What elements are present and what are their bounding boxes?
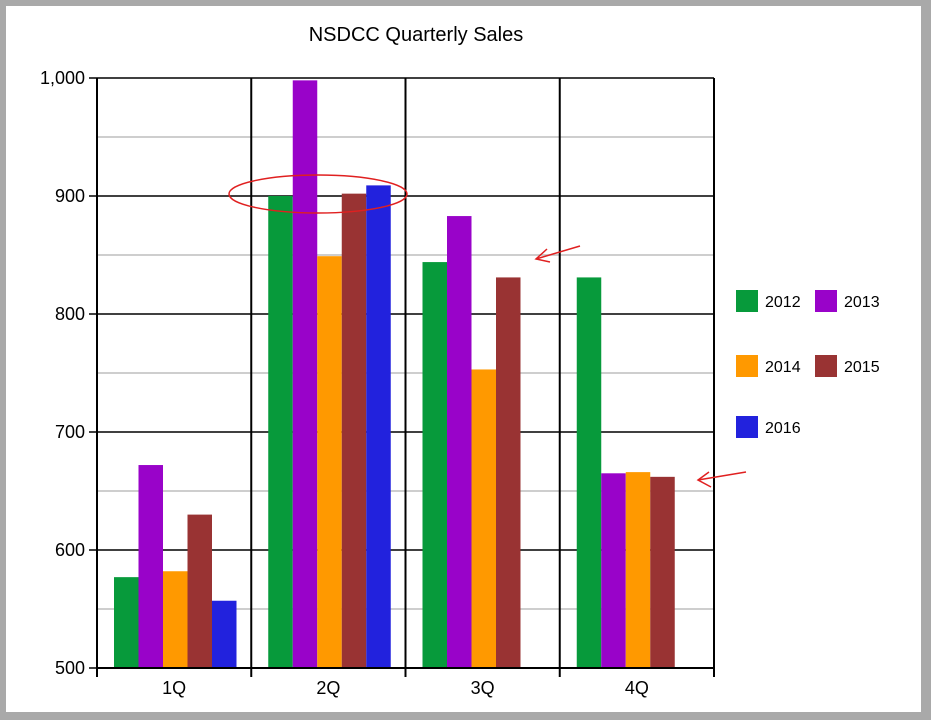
chart-frame: NSDCC Quarterly Sales 1,000 900 800 700 600 5… [6, 6, 921, 712]
legend-swatch-2012 [736, 290, 758, 312]
x-tick-label: 3Q [471, 678, 495, 698]
legend-label-2015: 2015 [844, 359, 880, 376]
legend-label-2013: 2013 [844, 294, 880, 311]
bars [114, 80, 675, 669]
legend-label-2016: 2016 [765, 420, 801, 437]
bar-2014-2Q [317, 256, 342, 668]
bar-2014-4Q [625, 472, 651, 668]
y-tick-label: 1,000 [40, 68, 85, 88]
bar-2014-3Q [471, 369, 496, 668]
x-tick-label: 4Q [625, 678, 649, 698]
bar-2013-4Q [601, 473, 626, 668]
bar-2012-3Q [422, 262, 447, 668]
chart-title: NSDCC Quarterly Sales [309, 24, 524, 46]
y-tick-label: 800 [55, 304, 85, 324]
annotations [228, 174, 747, 488]
legend: 2012 2013 2014 2015 2016 [736, 290, 880, 438]
x-tick-label: 2Q [316, 678, 340, 698]
bar-2012-1Q [114, 577, 139, 668]
legend-swatch-2013 [815, 290, 837, 312]
bar-2016-1Q [212, 600, 237, 668]
arrow-3q [535, 245, 581, 260]
bar-2012-4Q [576, 277, 602, 668]
legend-label-2012: 2012 [765, 294, 801, 311]
arrow-3q-head [534, 248, 551, 263]
bar-2015-4Q [650, 476, 675, 668]
legend-swatch-2016 [736, 416, 758, 438]
bar-2013-2Q [292, 80, 318, 669]
y-tick-label: 900 [55, 186, 85, 206]
y-tick-label: 700 [55, 422, 85, 442]
bar-2013-1Q [138, 465, 163, 668]
arrow-4q [697, 471, 747, 481]
axes [96, 78, 715, 677]
bar-2015-3Q [496, 277, 521, 668]
bar-2012-2Q [268, 196, 293, 668]
x-tick-label: 1Q [162, 678, 186, 698]
legend-label-2014: 2014 [765, 359, 801, 376]
x-axis-ticks: 1Q 2Q 3Q 4Q [162, 678, 649, 698]
bar-2014-1Q [163, 571, 188, 668]
bar-2013-3Q [447, 216, 472, 668]
legend-swatch-2014 [736, 355, 758, 377]
bar-2016-2Q [366, 185, 391, 668]
bar-2015-1Q [187, 514, 212, 668]
y-axis-ticks: 1,000 900 800 700 600 500 [40, 68, 97, 678]
arrow-4q-head [696, 471, 712, 488]
y-tick-label: 500 [55, 658, 85, 678]
y-tick-label: 600 [55, 540, 85, 560]
bar-chart: NSDCC Quarterly Sales 1,000 900 800 700 600 5… [40, 24, 880, 698]
highlight-ellipse [228, 174, 408, 214]
bar-2015-2Q [341, 193, 367, 668]
legend-swatch-2015 [815, 355, 837, 377]
